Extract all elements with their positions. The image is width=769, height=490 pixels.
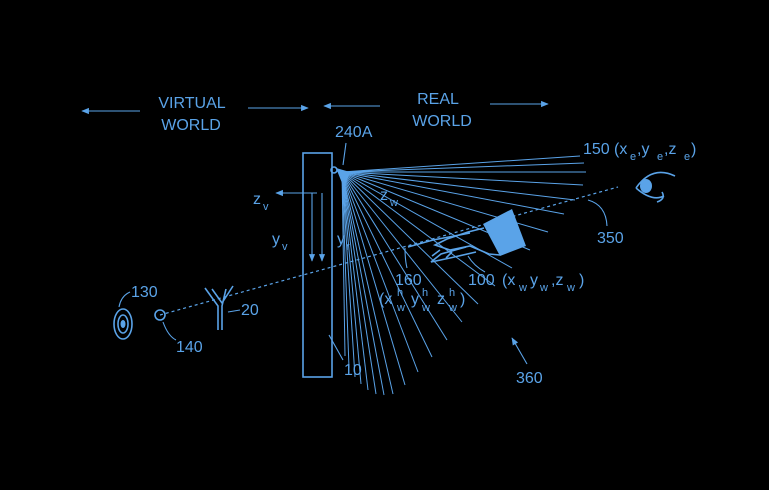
svg-text:w: w [396,302,405,314]
hand-sleeve [483,209,526,256]
sight-line-label: 350 [597,230,624,247]
svg-text:y: y [530,272,538,289]
svg-text:100: 100 [468,272,495,289]
svg-text:v: v [263,201,269,213]
svg-text:y: y [337,231,345,248]
svg-text:150: 150 [583,141,610,158]
svg-text:): ) [691,141,696,158]
real-label-line2: WORLD [412,113,472,130]
svg-text:z: z [380,187,388,204]
svg-text:,y: ,y [637,141,649,158]
axis-yv-label: y v [272,231,288,253]
user-hand [408,209,526,262]
hand-coordinates-label: 100 (x w y w ,z w ) [468,272,584,294]
svg-text:z: z [253,191,261,208]
eye-coordinates-label: 150 (x e ,y e ,z e ) [583,141,696,163]
svg-text:e: e [630,151,636,163]
svg-text:w: w [539,282,548,294]
virtual-world-header: VIRTUAL WORLD [82,95,308,134]
camera-ray [342,172,495,286]
svg-text:): ) [579,272,584,289]
svg-text:h: h [449,287,455,299]
eye-icon [636,172,675,202]
svg-text:): ) [460,291,465,308]
display-leader-line [329,335,343,360]
svg-text:,z: ,z [664,141,676,158]
hand-finger-1 [408,233,470,247]
svg-text:y: y [272,231,280,248]
virtual-label-line2: WORLD [161,117,221,134]
target-point-leader [163,322,176,340]
svg-text:z: z [437,291,445,308]
target-label: 130 [131,284,158,301]
svg-text:w: w [566,282,575,294]
display-label: 10 [344,362,362,379]
svg-text:(x: (x [502,272,515,289]
display-10 [303,153,332,377]
camera-label: 240A [335,124,373,141]
eye-pupil [640,179,652,193]
fov-arrow [512,338,527,364]
slingshot-label: 20 [241,302,259,319]
target-130-inner [121,320,126,328]
svg-text:w: w [518,282,527,294]
camera-leader [343,143,346,165]
real-label-line1: REAL [417,91,459,108]
sight-line-leader [588,200,607,226]
svg-text:(x: (x [379,291,392,308]
camera-field-of-view [342,156,586,395]
fingertip-leader [405,248,407,268]
svg-text:e: e [657,151,663,163]
svg-text:e: e [684,151,690,163]
svg-text:y: y [411,291,419,308]
slingshot-20 [205,286,233,330]
svg-text:w: w [389,197,398,209]
axis-zv-label: z v [253,191,269,213]
virtual-label-line1: VIRTUAL [158,95,225,112]
fov-label: 360 [516,370,543,387]
svg-text:(x: (x [614,141,627,158]
svg-text:w: w [448,302,457,314]
target-leader-line [119,292,130,307]
svg-text:r: r [346,241,350,253]
svg-text:v: v [282,241,288,253]
svg-text:h: h [397,287,403,299]
target-point-label: 140 [176,339,203,356]
slingshot-leader [228,310,240,312]
hand-leader [468,256,485,272]
svg-text:h: h [422,287,428,299]
camera-ray [342,172,393,394]
svg-text:w: w [421,302,430,314]
svg-text:,z: ,z [551,272,563,289]
